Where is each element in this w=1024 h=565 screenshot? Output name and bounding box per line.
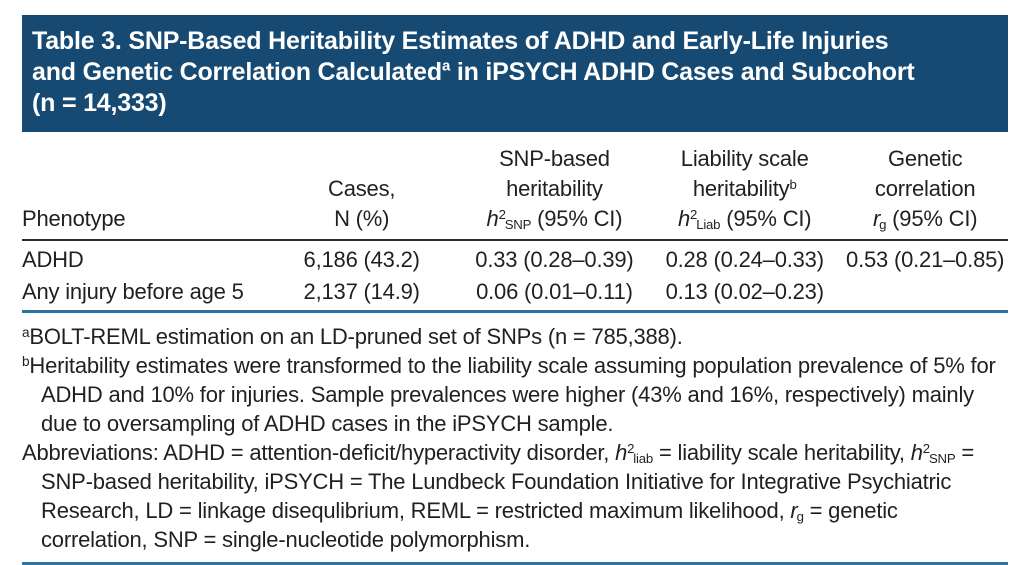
liability-heritability-formula: h2Liab (95% CI) xyxy=(647,204,842,234)
cases-header-line2: N (%) xyxy=(334,206,390,231)
formula-variable: h xyxy=(678,206,691,231)
cell-cases: 6,186 (43.2) xyxy=(303,247,420,272)
formula-superscript: 2 xyxy=(922,440,930,456)
column-header-cases: Cases, N (%) xyxy=(261,138,462,241)
formula-subscript: g xyxy=(879,217,887,233)
rg-header-line1: Genetic xyxy=(887,146,963,171)
cell-phenotype: Any injury before age 5 xyxy=(22,279,244,304)
snp-header-line2: heritability xyxy=(506,176,603,201)
footnote-b-marker: b xyxy=(22,354,30,370)
table-row-adhd: ADHD 6,186 (43.2) 0.33 (0.28–0.39) 0.28 … xyxy=(22,240,1008,276)
liab-header-footnote-b: b xyxy=(789,176,797,192)
footnote-a-text: BOLT-REML estimation on an LD-pruned set… xyxy=(29,324,683,349)
formula-subscript: g xyxy=(796,509,804,525)
formula-variable: r xyxy=(790,498,798,523)
formula-superscript: 2 xyxy=(627,440,635,456)
column-header-genetic-correlation: Genetic correlation rg (95% CI) xyxy=(842,138,1008,241)
cell-cases: 2,137 (14.9) xyxy=(303,279,420,304)
column-header-phenotype: Phenotype xyxy=(22,138,262,241)
column-header-snp-heritability: SNP-based heritability h2SNP (95% CI) xyxy=(461,138,648,241)
cell-genetic-correlation: 0.53 (0.21–0.85) xyxy=(846,247,1005,272)
title-text: Table 3. SNP-Based Heritability Estimate… xyxy=(32,27,889,86)
formula-ci-label: (95% CI) xyxy=(720,206,812,231)
formula-subscript: SNP xyxy=(504,217,532,233)
formula-variable: h xyxy=(910,440,923,465)
title-text-continued: in iPSYCH ADHD Cases and Subcohort (n = … xyxy=(32,58,915,117)
formula-superscript: 2 xyxy=(690,206,698,222)
footnote-b: bHeritability estimates were transformed… xyxy=(22,351,1008,438)
liab-header-line1: Liability scale xyxy=(680,146,809,171)
phenotype-header-label: Phenotype xyxy=(22,206,126,231)
table-row-injury: Any injury before age 5 2,137 (14.9) 0.0… xyxy=(22,276,1008,312)
rg-header-line2: correlation xyxy=(874,176,976,201)
formula-variable: r xyxy=(872,206,881,231)
cell-liability-heritability: 0.13 (0.02–0.23) xyxy=(665,279,824,304)
liab-header-line2: heritabilityb xyxy=(647,174,842,204)
abbreviations-note: Abbreviations: ADHD = attention-deficit/… xyxy=(22,438,1008,554)
footnote-a-marker: a xyxy=(22,325,30,341)
cases-header-line1: Cases, xyxy=(328,176,396,201)
formula-ci-label: (95% CI) xyxy=(886,206,978,231)
formula-subscript: Liab xyxy=(696,217,721,233)
formula-subscript: liab xyxy=(633,451,654,467)
formula-variable: h xyxy=(615,440,628,465)
cell-phenotype: ADHD xyxy=(22,247,84,272)
title-superscript-a: a xyxy=(441,57,451,75)
header-row: Phenotype Cases, N (%) SNP-based heritab… xyxy=(22,138,1008,241)
abbrev-segment: = genetic correlation, SNP = single-nucl… xyxy=(41,498,898,552)
table-body: ADHD 6,186 (43.2) 0.33 (0.28–0.39) 0.28 … xyxy=(22,240,1008,312)
footnote-b-text: Heritability estimates were transformed … xyxy=(29,353,996,436)
cell-snp-heritability: 0.06 (0.01–0.11) xyxy=(476,279,633,304)
abbrev-segment: = SNP-based heritability, iPSYCH = The L… xyxy=(41,440,975,523)
formula-ci-label: (95% CI) xyxy=(531,206,623,231)
formula-variable: h xyxy=(486,206,499,231)
liab-header-line2-text: heritability xyxy=(692,176,790,201)
table-header: Phenotype Cases, N (%) SNP-based heritab… xyxy=(22,138,1008,241)
table-title: Table 3. SNP-Based Heritability Estimate… xyxy=(22,15,1008,132)
table-notes: aBOLT-REML estimation on an LD-pruned se… xyxy=(22,322,1008,554)
formula-superscript: 2 xyxy=(498,206,506,222)
genetic-correlation-formula: rg (95% CI) xyxy=(842,204,1008,234)
column-header-liability-heritability: Liability scale heritabilityb h2Liab (95… xyxy=(647,138,843,241)
cell-genetic-correlation xyxy=(842,276,1008,312)
cell-snp-heritability: 0.33 (0.28–0.39) xyxy=(475,247,634,272)
cell-liability-heritability: 0.28 (0.24–0.33) xyxy=(665,247,824,272)
abbrev-segment: = liability scale heritability, xyxy=(653,440,911,465)
snp-header-line1: SNP-based xyxy=(499,146,610,171)
heritability-table: Phenotype Cases, N (%) SNP-based heritab… xyxy=(22,138,1008,313)
snp-heritability-formula: h2SNP (95% CI) xyxy=(462,204,647,234)
formula-subscript: SNP xyxy=(928,451,956,467)
footnote-a: aBOLT-REML estimation on an LD-pruned se… xyxy=(22,322,1008,351)
abbrev-segment: Abbreviations: ADHD = attention-deficit/… xyxy=(22,440,616,465)
